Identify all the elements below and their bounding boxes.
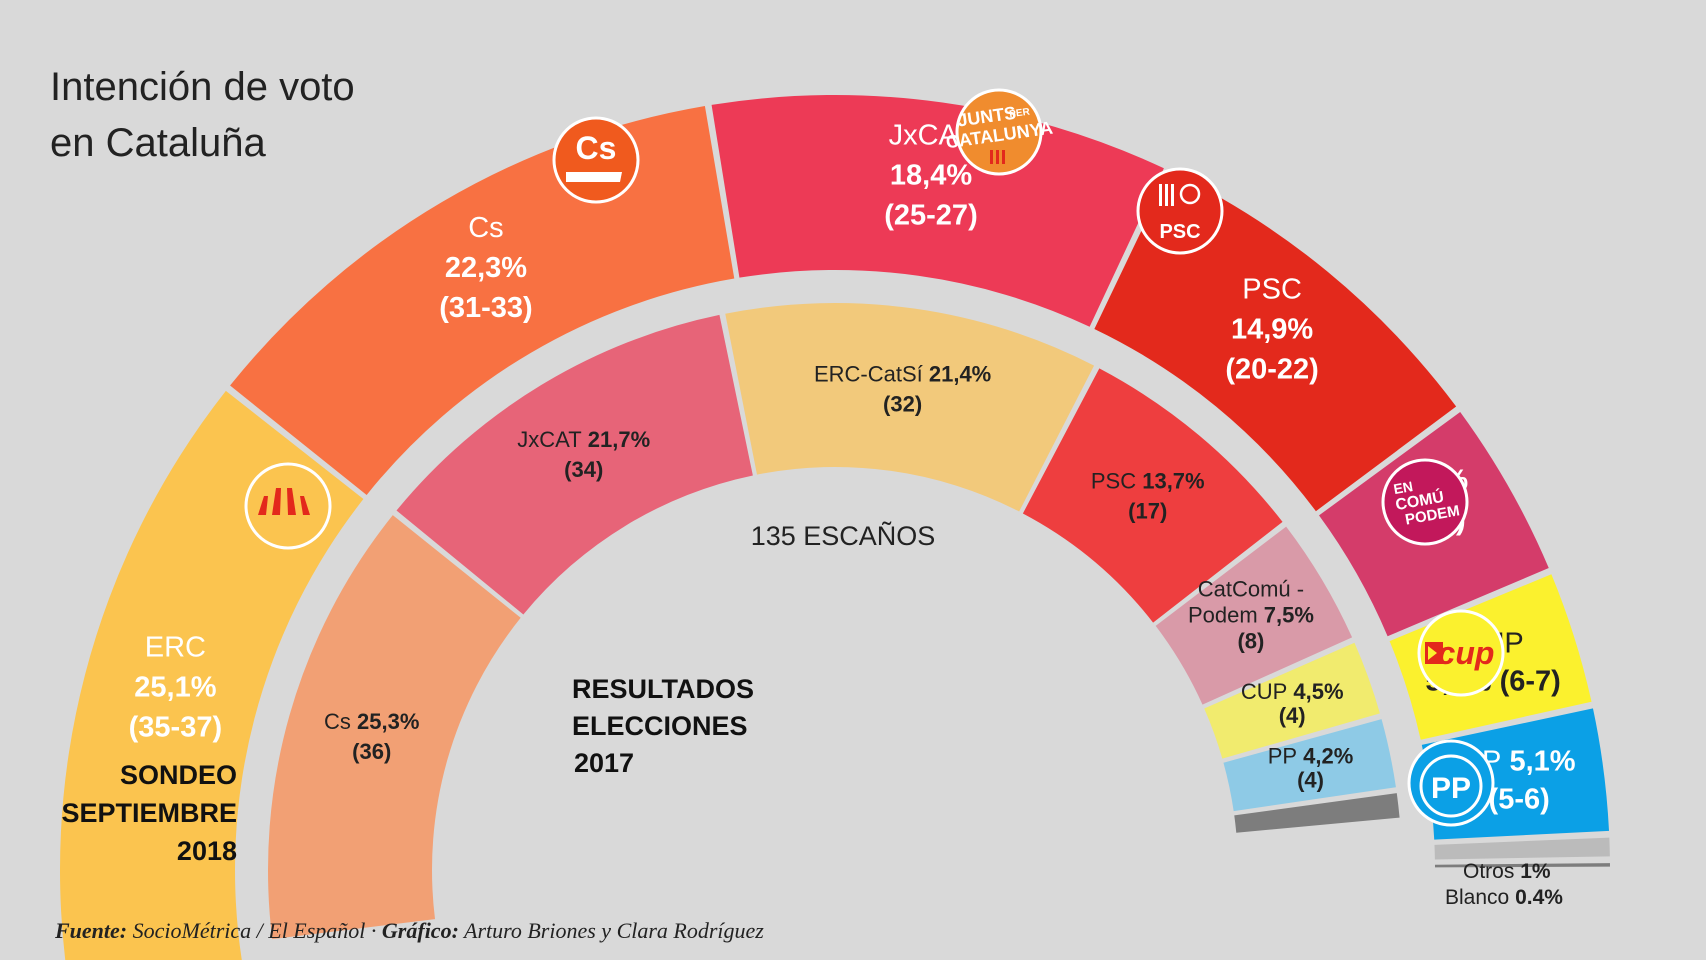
inner-label-erc-cats-seats: (32)	[883, 392, 922, 417]
cup-logo-icon: cup	[1417, 609, 1505, 697]
inner-label-cs-seats: (36)	[352, 739, 391, 764]
inner-segment-cup	[1204, 642, 1380, 759]
inner-label-jxcat-name: JxCAT 21,7%	[517, 427, 650, 452]
svg-text:2018: 2018	[177, 836, 237, 866]
outer-label-jxcat-pct: 18,4%	[890, 160, 972, 192]
svg-text:PP: PP	[1431, 772, 1471, 805]
outer-label-psc-seats: (20-22)	[1225, 354, 1319, 386]
outer-ring	[60, 95, 1610, 960]
inner-segment-erc-cats	[725, 303, 1095, 512]
encomu-podem-logo-icon: EN COMÚ PODEM	[1381, 458, 1469, 546]
outer-label-jxcat-seats: (25-27)	[884, 200, 978, 232]
svg-text:PSC: PSC	[1159, 221, 1200, 243]
inner-segment-pp	[1223, 719, 1396, 812]
source-footer: Fuente: SocioMétrica / El Español · Gráf…	[54, 918, 764, 943]
svg-text:SEPTIEMBRE: SEPTIEMBRE	[61, 798, 237, 828]
svg-text:EN: EN	[1392, 478, 1414, 497]
inner-label-cup-seats: (4)	[1279, 703, 1306, 728]
inner-label-pp-name: PP 4,2%	[1268, 744, 1354, 769]
chart-title-line1: Intención de voto	[50, 65, 355, 109]
otros-label: Otros 1%	[1463, 860, 1551, 883]
junts-logo-icon: JUNTS PER CATALUNYA	[945, 88, 1054, 176]
outer-segment-blanco	[1434, 863, 1610, 868]
svg-text:PER: PER	[1009, 106, 1032, 120]
outer-label-cs-name: Cs	[468, 212, 503, 244]
inner-label-pp-seats: (4)	[1297, 768, 1324, 793]
inner-segment-catcom-podem	[1155, 526, 1353, 705]
outer-label-erc-name: ERC	[145, 632, 206, 664]
cs-logo-icon: Cs	[552, 116, 640, 204]
inner-label-erc-cats-name: ERC-CatSí 21,4%	[814, 362, 991, 387]
outer-segment-psc	[1094, 171, 1457, 512]
svg-text:2017: 2017	[574, 748, 634, 778]
outer-label-erc-pct: 25,1%	[134, 672, 216, 704]
blanco-label: Blanco 0.4%	[1445, 886, 1563, 909]
inner-label-cup-name: CUP 4,5%	[1241, 679, 1344, 704]
svg-text:SONDEO: SONDEO	[120, 760, 237, 790]
inner-segment-jxcat	[396, 314, 753, 615]
inner-label-psc-seats: (17)	[1128, 499, 1167, 524]
inner-label-catcom-podem-name-2: Podem 7,5%	[1188, 603, 1314, 628]
outer-label-cs-seats: (31-33)	[439, 292, 533, 324]
inner-label-cs-name: Cs 25,3%	[324, 709, 419, 734]
inner-segment-psc	[1022, 368, 1283, 623]
sondeo-label: SONDEO SEPTIEMBRE 2018	[61, 760, 237, 866]
inner-segment-otros	[1234, 793, 1400, 833]
outer-label-psc-name: PSC	[1242, 274, 1302, 306]
svg-text:cup: cup	[1438, 635, 1495, 671]
inner-label-psc-name: PSC 13,7%	[1091, 469, 1205, 494]
psc-logo-icon: PSC	[1136, 167, 1224, 255]
chart-title-line2: en Cataluña	[50, 121, 266, 165]
svg-text:ELECCIONES: ELECCIONES	[572, 711, 748, 741]
pp-logo-icon: PP	[1407, 739, 1495, 827]
outer-label-pp-name: PP 5,1%	[1463, 745, 1576, 777]
total-seats-label: 135 ESCAÑOS	[751, 520, 936, 551]
inner-ring	[267, 303, 1400, 940]
outer-label-cs-pct: 22,3%	[445, 252, 527, 284]
inner-label-catcom-podem-name-1: CatComú -	[1198, 577, 1304, 602]
svg-text:RESULTADOS: RESULTADOS	[572, 674, 754, 704]
outer-segment-otros	[1434, 837, 1610, 860]
outer-label-erc-seats: (35-37)	[129, 712, 223, 744]
resultados-label: RESULTADOS ELECCIONES 2017	[572, 674, 754, 778]
inner-labels: Cs 25,3% (36) JxCAT 21,7% (34) ERC-CatSí 21,…	[324, 362, 1353, 793]
outer-label-psc-pct: 14,9%	[1231, 314, 1313, 346]
inner-segment-cs	[267, 515, 521, 940]
outer-label-pp-seats: (5-6)	[1489, 783, 1550, 815]
inner-label-jxcat-seats: (34)	[564, 457, 603, 482]
inner-label-catcom-podem-seats: (8)	[1237, 629, 1264, 654]
erc-logo-icon	[244, 462, 332, 550]
outer-segment-jxcat	[711, 95, 1164, 327]
outer-segment-cs	[230, 105, 735, 495]
svg-text:Cs: Cs	[576, 130, 617, 166]
